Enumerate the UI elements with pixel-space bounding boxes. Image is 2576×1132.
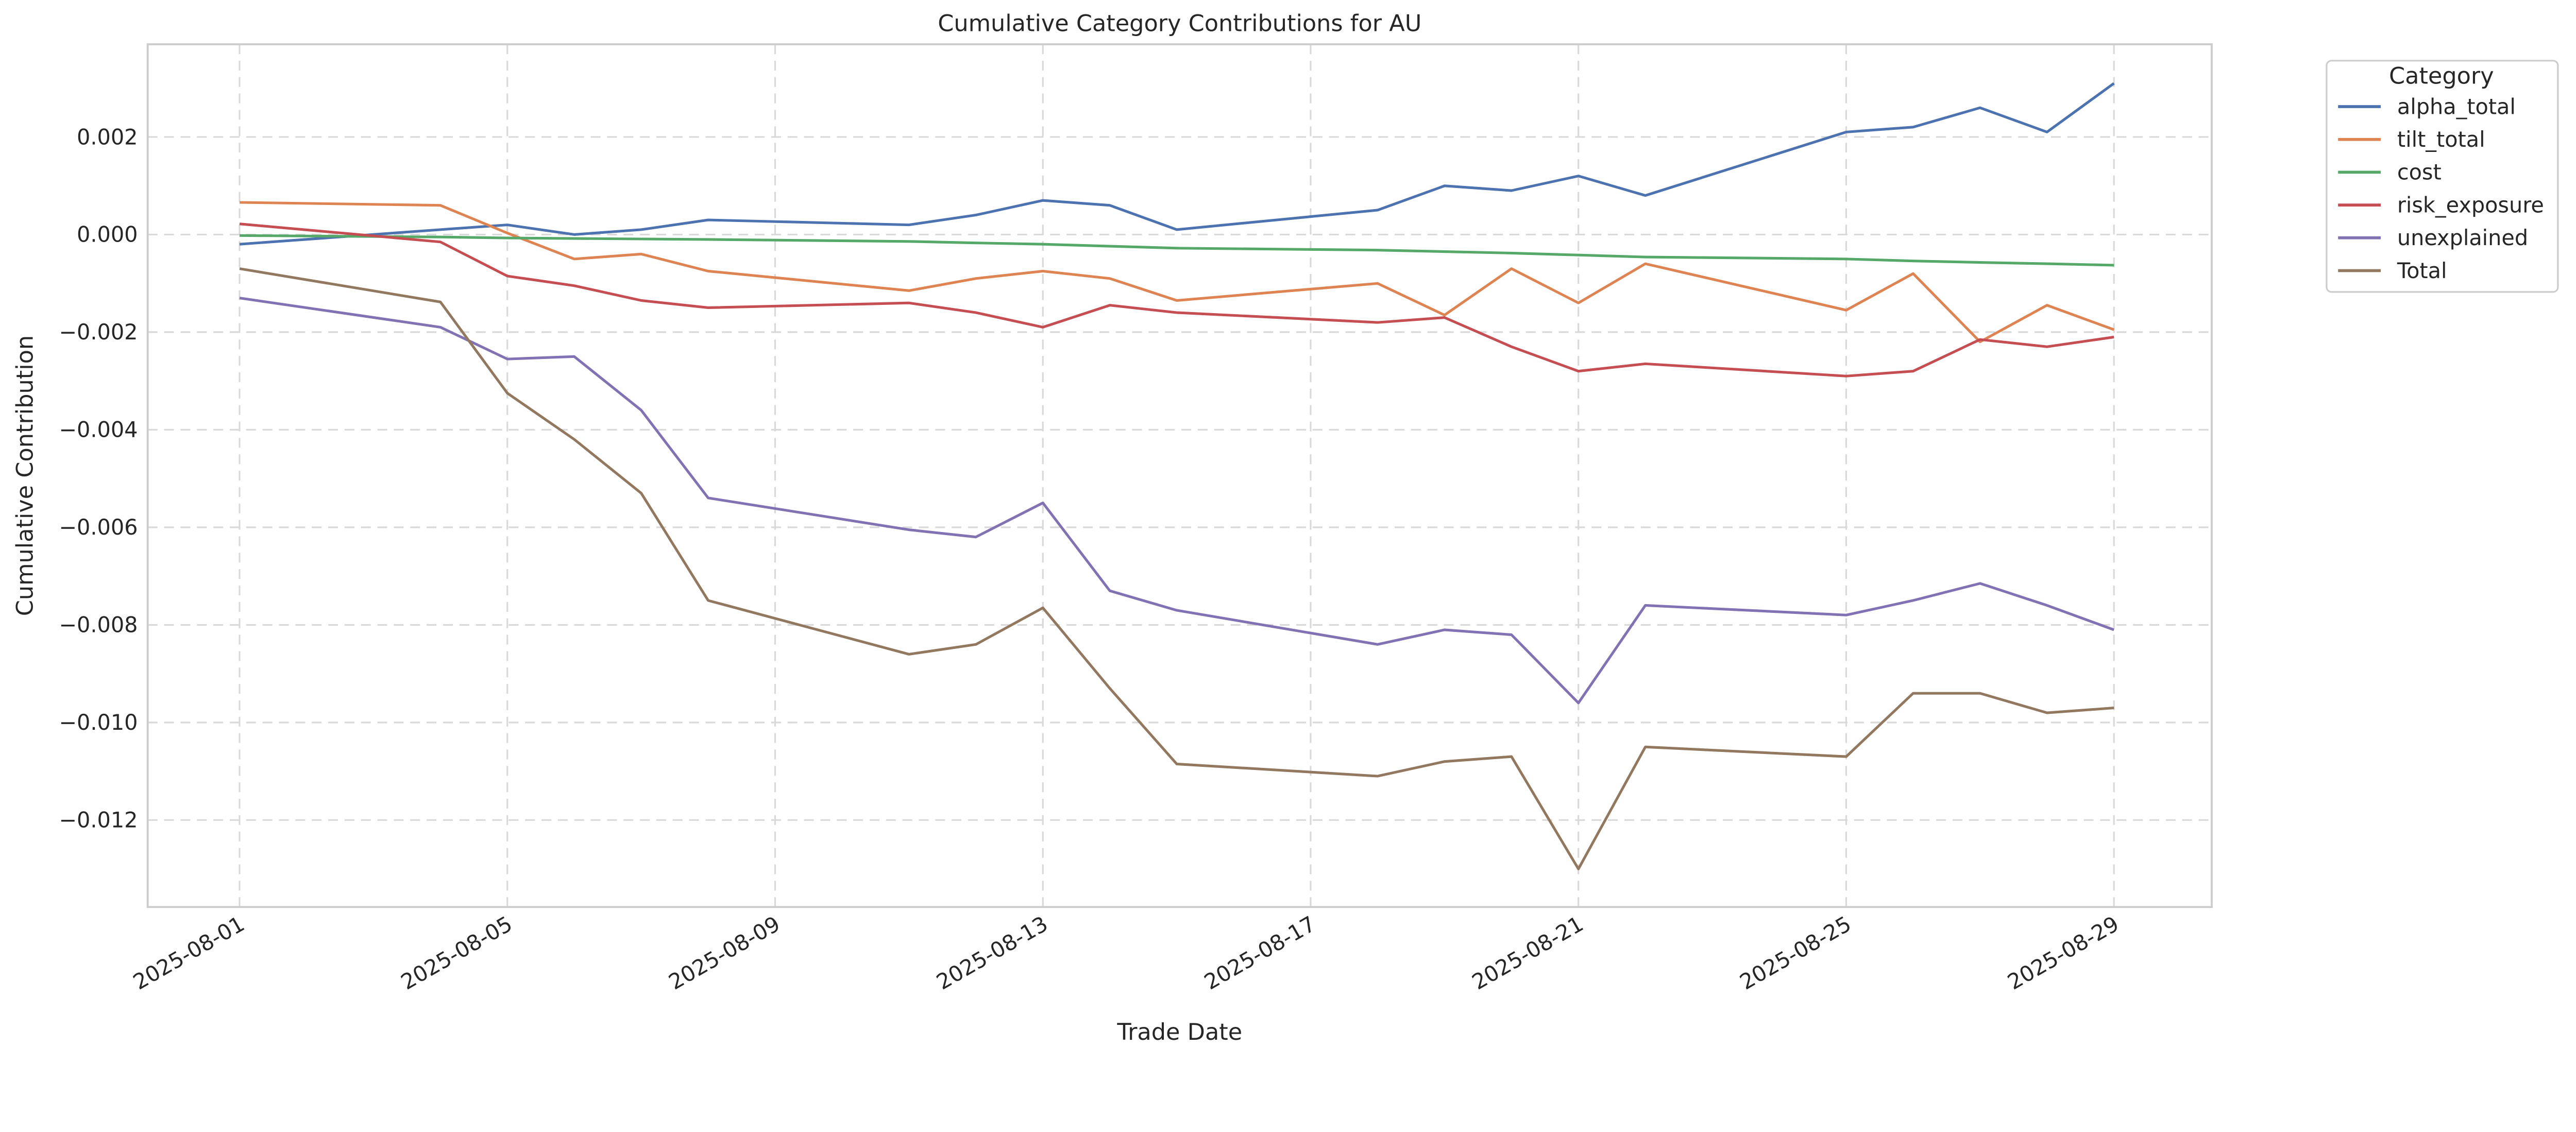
series-line-total bbox=[239, 267, 2114, 870]
y-tick-label: −0.008 bbox=[59, 613, 138, 638]
y-axis-label: Cumulative Contribution bbox=[12, 335, 39, 616]
y-tick-label: −0.006 bbox=[59, 515, 138, 540]
y-tick-label: −0.002 bbox=[59, 320, 138, 345]
line-chart: 0.002 0.000 −0.002 −0.004 −0.006 −0.008 −0.010… bbox=[0, 0, 2576, 1058]
legend-title: Category bbox=[2389, 62, 2494, 89]
series-line-risk-exposure bbox=[239, 222, 2114, 378]
y-tick-label: 0.000 bbox=[77, 222, 138, 247]
legend-label: tilt_total bbox=[2397, 127, 2485, 152]
legend-label: alpha_total bbox=[2397, 94, 2516, 119]
series-line-alpha-total bbox=[239, 82, 2115, 246]
legend-box bbox=[2326, 60, 2559, 293]
series-line-tilt-total bbox=[239, 201, 2115, 344]
series-line-cost bbox=[239, 234, 2114, 267]
y-axis-ticks: 0.002 0.000 −0.002 −0.004 −0.006 −0.008 −0.010… bbox=[59, 125, 138, 832]
y-tick-label: −0.010 bbox=[59, 710, 138, 735]
legend-label: unexplained bbox=[2397, 226, 2528, 250]
background bbox=[0, 0, 2576, 1058]
legend-label: cost bbox=[2397, 160, 2442, 185]
series-lines bbox=[239, 82, 2115, 870]
grid bbox=[147, 44, 2212, 907]
plot-frame bbox=[146, 43, 2213, 908]
chart-title: Cumulative Category Contributions for AU bbox=[938, 10, 1421, 37]
legend-label: risk_exposure bbox=[2397, 193, 2544, 217]
series-line-unexplained bbox=[239, 297, 2115, 705]
x-axis-label: Trade Date bbox=[1116, 1019, 1242, 1045]
legend-label: Total bbox=[2397, 259, 2447, 283]
y-tick-label: 0.002 bbox=[77, 125, 138, 149]
y-tick-label: −0.004 bbox=[59, 418, 138, 442]
y-tick-label: −0.012 bbox=[59, 808, 138, 833]
